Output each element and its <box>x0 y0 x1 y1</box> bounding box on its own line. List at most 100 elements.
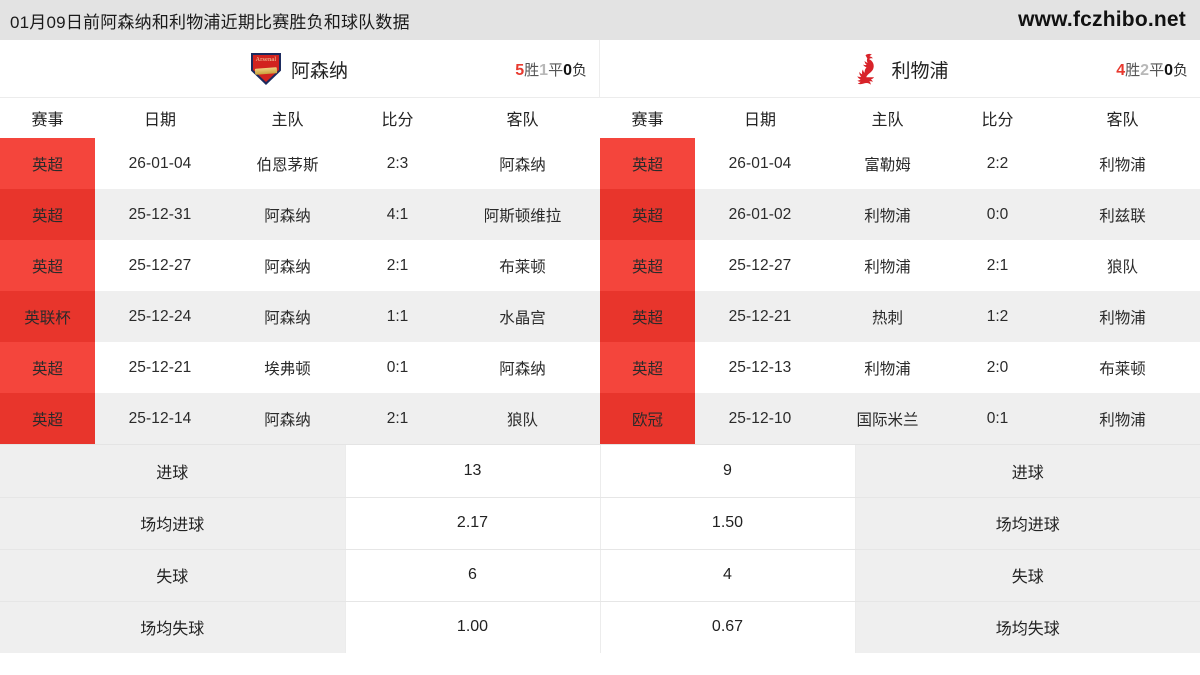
record-wins-label-left: 胜 <box>524 61 540 79</box>
team-header-left: Arsenal 阿森纳 5胜1平0负 <box>0 40 600 98</box>
table-row[interactable]: 英超 26-01-02 利物浦 0:0 利兹联 <box>600 189 1200 240</box>
match-away-team: 布莱顿 <box>445 240 600 291</box>
team-record-left: 5胜1平0负 <box>515 59 587 80</box>
col-header-away: 客队 <box>1045 98 1200 138</box>
col-header-date: 日期 <box>95 98 225 138</box>
match-away-team: 狼队 <box>445 393 600 444</box>
col-header-league: 赛事 <box>600 98 695 138</box>
match-score: 2:1 <box>950 240 1045 291</box>
match-away-team: 布莱顿 <box>1045 342 1200 393</box>
match-score: 1:2 <box>950 291 1045 342</box>
match-score: 0:1 <box>950 393 1045 444</box>
team-name-right: 利物浦 <box>891 60 949 82</box>
match-league-badge: 英超 <box>600 240 695 291</box>
stat-value-right: 0.67 <box>600 601 856 653</box>
match-league-badge: 英超 <box>600 342 695 393</box>
match-tables: 赛事 日期 主队 比分 客队 英超 26-01-04 伯恩茅斯 2:3 阿森纳 英超 25-… <box>0 98 1200 444</box>
match-league-badge: 欧冠 <box>600 393 695 444</box>
match-home-team: 利物浦 <box>825 240 950 291</box>
match-away-team: 利兹联 <box>1045 189 1200 240</box>
page-title: 01月09日前阿森纳和利物浦近期比赛胜负和球队数据 <box>10 12 410 32</box>
match-home-team: 阿森纳 <box>225 291 350 342</box>
match-date: 25-12-21 <box>695 291 825 342</box>
stat-label-left: 场均失球 <box>0 601 346 653</box>
col-header-away: 客队 <box>445 98 600 138</box>
match-home-team: 利物浦 <box>825 342 950 393</box>
title-bar: 01月09日前阿森纳和利物浦近期比赛胜负和球队数据 www.fczhibo.ne… <box>0 0 1200 40</box>
match-date: 25-12-31 <box>95 189 225 240</box>
match-league-badge: 英超 <box>600 291 695 342</box>
match-away-team: 狼队 <box>1045 240 1200 291</box>
match-date: 26-01-02 <box>695 189 825 240</box>
match-score: 0:1 <box>350 342 445 393</box>
table-row[interactable]: 英超 25-12-27 利物浦 2:1 狼队 <box>600 240 1200 291</box>
team-name-left: 阿森纳 <box>290 60 348 82</box>
match-league-badge: 英超 <box>0 393 95 444</box>
table-row[interactable]: 英超 26-01-04 伯恩茅斯 2:3 阿森纳 <box>0 138 600 189</box>
table-header-row-right: 赛事 日期 主队 比分 客队 <box>600 98 1200 138</box>
col-header-home: 主队 <box>825 98 950 138</box>
stats-row: 失球 6 4 失球 <box>0 549 1200 602</box>
match-league-badge: 英超 <box>0 189 95 240</box>
match-league-badge: 英超 <box>0 240 95 291</box>
table-row[interactable]: 欧冠 25-12-10 国际米兰 0:1 利物浦 <box>600 393 1200 444</box>
match-league-badge: 英超 <box>0 342 95 393</box>
record-draws-left: 1 <box>539 61 549 79</box>
table-row[interactable]: 英超 25-12-14 阿森纳 2:1 狼队 <box>0 393 600 444</box>
stats-row: 场均失球 1.00 0.67 场均失球 <box>0 601 1200 653</box>
record-draws-right: 2 <box>1140 61 1150 79</box>
site-watermark: www.fczhibo.net <box>1018 8 1186 31</box>
table-row[interactable]: 英超 25-12-31 阿森纳 4:1 阿斯顿维拉 <box>0 189 600 240</box>
stat-label-left: 进球 <box>0 445 346 498</box>
match-home-team: 国际米兰 <box>825 393 950 444</box>
match-date: 25-12-27 <box>695 240 825 291</box>
match-league-badge: 英联杯 <box>0 291 95 342</box>
stat-value-left: 6 <box>345 549 601 602</box>
match-league-badge: 英超 <box>600 138 695 189</box>
table-row[interactable]: 英联杯 25-12-24 阿森纳 1:1 水晶宫 <box>0 291 600 342</box>
match-date: 25-12-13 <box>695 342 825 393</box>
match-score: 2:0 <box>950 342 1045 393</box>
match-date: 25-12-14 <box>95 393 225 444</box>
match-date: 25-12-10 <box>695 393 825 444</box>
table-row[interactable]: 英超 25-12-21 热刺 1:2 利物浦 <box>600 291 1200 342</box>
stat-label-right: 失球 <box>855 549 1200 602</box>
table-row[interactable]: 英超 25-12-13 利物浦 2:0 布莱顿 <box>600 342 1200 393</box>
team-header-right: 利物浦 4胜2平0负 <box>600 40 1200 98</box>
match-table-right: 赛事 日期 主队 比分 客队 英超 26-01-04 富勒姆 2:2 利物浦 英超 26-0… <box>600 98 1200 444</box>
record-losses-label-left: 负 <box>571 61 587 79</box>
record-losses-right: 0 <box>1164 61 1173 79</box>
match-home-team: 阿森纳 <box>225 240 350 291</box>
match-date: 26-01-04 <box>695 138 825 189</box>
table-header-row-left: 赛事 日期 主队 比分 客队 <box>0 98 600 138</box>
match-away-team: 水晶宫 <box>445 291 600 342</box>
table-row[interactable]: 英超 25-12-27 阿森纳 2:1 布莱顿 <box>0 240 600 291</box>
match-league-badge: 英超 <box>0 138 95 189</box>
record-losses-label-right: 负 <box>1172 61 1188 79</box>
match-date: 25-12-27 <box>95 240 225 291</box>
stat-label-right: 场均进球 <box>855 497 1200 550</box>
stat-label-right: 进球 <box>855 445 1200 498</box>
match-away-team: 利物浦 <box>1045 393 1200 444</box>
col-header-date: 日期 <box>695 98 825 138</box>
arsenal-crest-icon: Arsenal <box>250 53 281 85</box>
table-row[interactable]: 英超 25-12-21 埃弗顿 0:1 阿森纳 <box>0 342 600 393</box>
record-wins-right: 4 <box>1116 61 1126 79</box>
match-away-team: 阿斯顿维拉 <box>445 189 600 240</box>
stats-row: 进球 13 9 进球 <box>0 445 1200 498</box>
match-home-team: 富勒姆 <box>825 138 950 189</box>
match-score: 1:1 <box>350 291 445 342</box>
liverpool-liverbird-icon <box>851 52 881 86</box>
team-header-strip: Arsenal 阿森纳 5胜1平0负 利物浦 <box>0 40 1200 98</box>
team-record-right: 4胜2平0负 <box>1116 59 1188 80</box>
match-home-team: 利物浦 <box>825 189 950 240</box>
table-row[interactable]: 英超 26-01-04 富勒姆 2:2 利物浦 <box>600 138 1200 189</box>
stat-label-left: 场均进球 <box>0 497 346 550</box>
stats-row: 场均进球 2.17 1.50 场均进球 <box>0 497 1200 550</box>
match-table-right-wrap: 赛事 日期 主队 比分 客队 英超 26-01-04 富勒姆 2:2 利物浦 英超 26-0… <box>600 98 1200 444</box>
match-score: 2:1 <box>350 240 445 291</box>
stat-value-right: 9 <box>600 445 856 498</box>
match-score: 2:3 <box>350 138 445 189</box>
record-draws-label-left: 平 <box>548 61 564 79</box>
